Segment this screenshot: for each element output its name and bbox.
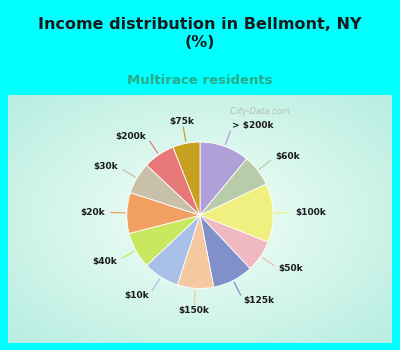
Wedge shape <box>127 193 200 233</box>
Wedge shape <box>129 215 200 265</box>
Text: $200k: $200k <box>116 132 146 141</box>
Text: Income distribution in Bellmont, NY
(%): Income distribution in Bellmont, NY (%) <box>38 17 362 50</box>
Text: $125k: $125k <box>243 295 274 304</box>
Text: City-Data.com: City-Data.com <box>224 107 290 116</box>
Wedge shape <box>173 142 200 215</box>
Wedge shape <box>200 142 247 215</box>
Wedge shape <box>177 215 214 288</box>
Text: $20k: $20k <box>80 208 105 217</box>
Text: $100k: $100k <box>295 208 326 217</box>
Text: Multirace residents: Multirace residents <box>127 74 273 87</box>
Wedge shape <box>200 184 273 242</box>
Wedge shape <box>147 215 200 285</box>
Wedge shape <box>147 147 200 215</box>
Text: $30k: $30k <box>94 162 118 171</box>
Wedge shape <box>130 165 200 215</box>
Wedge shape <box>200 215 268 268</box>
Wedge shape <box>200 159 266 215</box>
Wedge shape <box>200 215 250 287</box>
Text: $40k: $40k <box>92 257 117 266</box>
Text: $75k: $75k <box>170 117 195 126</box>
Text: $60k: $60k <box>275 153 300 161</box>
Text: > $200k: > $200k <box>232 121 274 130</box>
Text: $10k: $10k <box>124 291 149 300</box>
Text: $150k: $150k <box>178 306 210 315</box>
Text: $50k: $50k <box>279 264 303 273</box>
